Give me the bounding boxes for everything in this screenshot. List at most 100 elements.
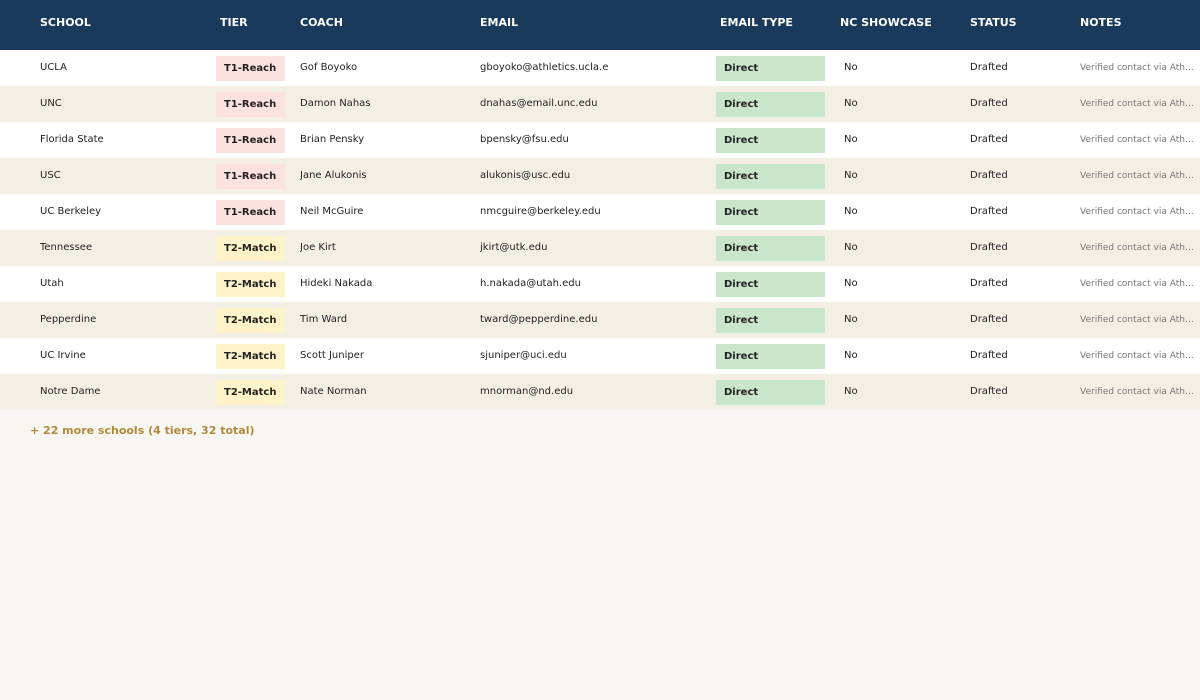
notes: Verified contact via Ath… <box>1080 387 1194 397</box>
school: Utah <box>40 278 64 289</box>
email: h.nakada@utah.edu <box>480 278 581 289</box>
column-header: NOTES <box>1080 16 1122 29</box>
email-type-badge: Direct <box>716 380 825 405</box>
notes: Verified contact via Ath… <box>1080 279 1194 289</box>
nc-showcase: No <box>844 314 858 325</box>
email-type-badge: Direct <box>716 272 825 297</box>
status: Drafted <box>970 242 1008 253</box>
notes: Verified contact via Ath… <box>1080 351 1194 361</box>
table-row: UC Irvine T2-Match Scott Juniper sjuniper@u… <box>0 338 1200 374</box>
nc-showcase: No <box>844 170 858 181</box>
table-row: USC T1-Reach Jane Alukonis alukonis@usc.edu… <box>0 158 1200 194</box>
column-header: COACH <box>300 16 343 29</box>
tier-badge: T2-Match <box>216 344 285 369</box>
column-header: STATUS <box>970 16 1017 29</box>
tier-badge: T2-Match <box>216 236 285 261</box>
status: Drafted <box>970 386 1008 397</box>
coach: Brian Pensky <box>300 134 365 145</box>
column-header: SCHOOL <box>40 16 91 29</box>
email-type-badge: Direct <box>716 308 825 333</box>
coach: Nate Norman <box>300 386 367 397</box>
tier-badge: T2-Match <box>216 308 285 333</box>
email: tward@pepperdine.edu <box>480 314 598 325</box>
more-schools-link[interactable]: + 22 more schools (4 tiers, 32 total) <box>30 424 255 437</box>
notes: Verified contact via Ath… <box>1080 63 1194 73</box>
email: dnahas@email.unc.edu <box>480 98 598 109</box>
coach: Jane Alukonis <box>300 170 367 181</box>
nc-showcase: No <box>844 206 858 217</box>
notes: Verified contact via Ath… <box>1080 315 1194 325</box>
status: Drafted <box>970 206 1008 217</box>
email: alukonis@usc.edu <box>480 170 571 181</box>
notes: Verified contact via Ath… <box>1080 207 1194 217</box>
school: USC <box>40 170 61 181</box>
tier-badge: T1-Reach <box>216 164 285 189</box>
school: Tennessee <box>40 242 93 253</box>
coach: Neil McGuire <box>300 206 364 217</box>
school: UC Berkeley <box>40 206 102 217</box>
nc-showcase: No <box>844 134 858 145</box>
table-row: Tennessee T2-Match Joe Kirt jkirt@utk.edu Di… <box>0 230 1200 266</box>
nc-showcase: No <box>844 278 858 289</box>
tier-badge: T1-Reach <box>216 56 285 81</box>
coach: Gof Boyoko <box>300 62 358 73</box>
email-type-badge: Direct <box>716 200 825 225</box>
school: UC Irvine <box>40 350 86 361</box>
school: Pepperdine <box>40 314 97 325</box>
email: nmcguire@berkeley.edu <box>480 206 601 217</box>
coach: Tim Ward <box>300 314 348 325</box>
email: jkirt@utk.edu <box>480 242 548 253</box>
status: Drafted <box>970 134 1008 145</box>
nc-showcase: No <box>844 242 858 253</box>
table-row: UNC T1-Reach Damon Nahas dnahas@email.unc.e… <box>0 86 1200 122</box>
tier-badge: T1-Reach <box>216 92 285 117</box>
status: Drafted <box>970 62 1008 73</box>
tier-badge: T2-Match <box>216 272 285 297</box>
notes: Verified contact via Ath… <box>1080 135 1194 145</box>
school: UNC <box>40 98 62 109</box>
status: Drafted <box>970 278 1008 289</box>
email-type-badge: Direct <box>716 344 825 369</box>
status: Drafted <box>970 350 1008 361</box>
nc-showcase: No <box>844 350 858 361</box>
column-header: NC SHOWCASE <box>840 16 932 29</box>
table-row: UC Berkeley T1-Reach Neil McGuire nmcguire@… <box>0 194 1200 230</box>
notes: Verified contact via Ath… <box>1080 171 1194 181</box>
coach: Damon Nahas <box>300 98 371 109</box>
table-header: SCHOOL TIER COACH EMAIL EMAIL TYPE NC SHOWCAS… <box>0 0 1200 50</box>
table-row: Pepperdine T2-Match Tim Ward tward@pepperdi… <box>0 302 1200 338</box>
status: Drafted <box>970 314 1008 325</box>
table-row: Notre Dame T2-Match Nate Norman mnorman@nd.… <box>0 374 1200 410</box>
tier-badge: T2-Match <box>216 380 285 405</box>
nc-showcase: No <box>844 62 858 73</box>
nc-showcase: No <box>844 98 858 109</box>
email: gboyoko@athletics.ucla.e <box>480 62 609 73</box>
coach: Hideki Nakada <box>300 278 373 289</box>
table-row: Florida State T1-Reach Brian Pensky bpensky… <box>0 122 1200 158</box>
table-row: UCLA T1-Reach Gof Boyoko gboyoko@athletics.… <box>0 50 1200 86</box>
coach: Joe Kirt <box>300 242 336 253</box>
tier-badge: T1-Reach <box>216 128 285 153</box>
email: mnorman@nd.edu <box>480 386 574 397</box>
column-header: EMAIL TYPE <box>720 16 793 29</box>
email: sjuniper@uci.edu <box>480 350 567 361</box>
email-type-badge: Direct <box>716 164 825 189</box>
notes: Verified contact via Ath… <box>1080 243 1194 253</box>
email-type-badge: Direct <box>716 236 825 261</box>
school: Florida State <box>40 134 104 145</box>
school: Notre Dame <box>40 386 101 397</box>
email-type-badge: Direct <box>716 128 825 153</box>
status: Drafted <box>970 170 1008 181</box>
email-type-badge: Direct <box>716 92 825 117</box>
table-row: Utah T2-Match Hideki Nakada h.nakada@utah.e… <box>0 266 1200 302</box>
tier-badge: T1-Reach <box>216 200 285 225</box>
column-header: EMAIL <box>480 16 519 29</box>
nc-showcase: No <box>844 386 858 397</box>
status: Drafted <box>970 98 1008 109</box>
school: UCLA <box>40 62 67 73</box>
notes: Verified contact via Ath… <box>1080 99 1194 109</box>
email: bpensky@fsu.edu <box>480 134 569 145</box>
coach: Scott Juniper <box>300 350 364 361</box>
column-header: TIER <box>220 16 248 29</box>
